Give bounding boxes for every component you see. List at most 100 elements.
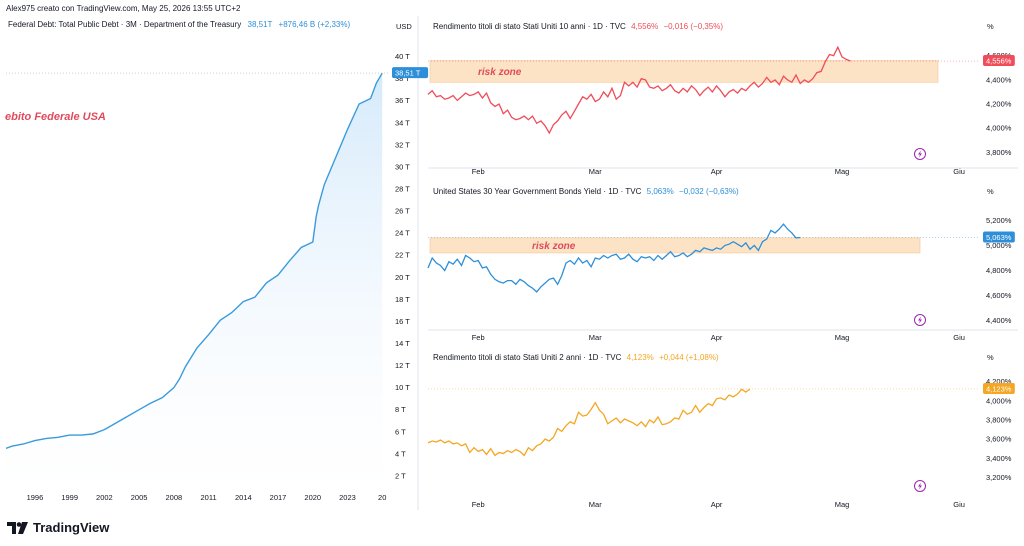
x-tick-3: Mag [835,500,850,509]
us2y-last-value: 4,123% [626,353,654,362]
debt-y-tick: 14 T [395,339,410,348]
x-tick-3: Giu [953,500,965,509]
badge-3: 4,123% [986,384,1012,393]
series-line-1 [427,45,851,135]
badge-3-bg [983,382,1015,394]
x-tick-2: Mar [589,333,602,342]
debt-x-tick: 2005 [131,493,148,502]
us30y-title: United States 30 Year Government Bonds Y… [433,187,642,196]
x-tick-2: Apr [711,333,723,342]
debt-x-tick: 2014 [235,493,252,502]
us30y-change: −0,032 (−0,63%) [679,187,739,196]
x-tick-1: Feb [472,167,485,176]
x-tick-2: Feb [472,333,485,342]
debt-y-tick: 34 T [395,118,410,127]
debt-legend: Federal Debt: Total Public Debt · 3M · D… [8,20,350,29]
x-tick-1: Mag [835,167,850,176]
debt-x-tick: 2002 [96,493,113,502]
debt-title: Federal Debt: Total Public Debt · 3M · D… [8,20,242,29]
series-line-2 [427,223,801,293]
x-tick-3: Mar [589,500,602,509]
debt-y-tick: 30 T [395,162,410,171]
y-tick-1: 4,000% [986,124,1012,133]
debt-series-line [5,72,383,450]
y-tick-3: 4,200% [986,377,1012,386]
x-tick-3: Apr [711,500,723,509]
badge-2: 5,063% [986,233,1012,242]
y-tick-1: 4,400% [986,75,1012,84]
debt-y-tick: 24 T [395,229,410,238]
y-tick-3: 3,400% [986,454,1012,463]
debt-x-tick: 20 [378,493,386,502]
debt-x-tick: 2023 [339,493,356,502]
debt-y-tick: 6 T [395,427,406,436]
debt-y-tick: 4 T [395,449,406,458]
lightning-icon-bolt [918,482,922,490]
risk-zone-label: risk zone [478,67,522,78]
lightning-icon-bolt [918,316,922,324]
debt-y-tick: 26 T [395,207,410,216]
debt-x-tick: 2017 [270,493,287,502]
x-tick-3: Feb [472,500,485,509]
tradingview-logo-icon [7,521,28,534]
debt-y-tick: 40 T [395,52,410,61]
debt-y-tick: 32 T [395,140,410,149]
x-tick-2: Giu [953,333,965,342]
risk-zone-label: risk zone [532,241,576,252]
y-tick-3: 3,600% [986,435,1012,444]
badge-1-bg [983,55,1015,67]
tradingview-logo: TradingView [7,520,109,535]
risk-zone-band [429,60,939,83]
y-tick-3: 4,000% [986,396,1012,405]
y-tick-2: 4,800% [986,266,1012,275]
debt-badge-bg [392,67,429,79]
us10y-axis-unit: % [987,22,994,31]
y-tick-2: 4,400% [986,316,1012,325]
y-tick-3: 3,800% [986,415,1012,424]
y-tick-1: 4,200% [986,100,1012,109]
us10y-legend: Rendimento titoli di stato Stati Uniti 1… [433,22,723,31]
us2y-change: +0,044 (+1,08%) [659,353,719,362]
risk-zone-band [429,237,921,254]
debt-y-tick: 38 T [395,74,410,83]
x-tick-2: Mag [835,333,850,342]
debt-x-tick: 2020 [304,493,321,502]
us30y-axis-unit: % [987,187,994,196]
us30y-legend: United States 30 Year Government Bonds Y… [433,187,739,196]
debt-x-tick: 2008 [166,493,183,502]
chart-credit: Alex975 creato con TradingView.com, May … [6,4,241,13]
debt-y-tick: 20 T [395,273,410,282]
us2y-axis-unit: % [987,353,994,362]
debt-area-fill [6,73,383,492]
debt-y-tick: 18 T [395,295,410,304]
us2y-title: Rendimento titoli di stato Stati Uniti 2… [433,353,622,362]
debt-y-tick: 2 T [395,471,406,480]
x-tick-1: Giu [953,167,965,176]
tradingview-logo-text: TradingView [33,520,110,535]
y-tick-2: 5,000% [986,241,1012,250]
debt-x-tick: 2011 [201,493,217,502]
lightning-icon-bolt [918,150,922,158]
debt-x-tick: 1999 [61,493,78,502]
y-tick-2: 5,200% [986,216,1012,225]
series-line-3 [427,388,751,457]
debt-x-tick: 1996 [27,493,44,502]
debt-annotation: ebito Federale USA [5,111,106,123]
us10y-last-value: 4,556% [631,22,659,31]
debt-y-tick: 28 T [395,185,410,194]
debt-change: +876,46 B (+2,33%) [278,20,351,29]
us10y-title: Rendimento titoli di stato Stati Uniti 1… [433,22,626,31]
debt-badge: 38,51 T [395,69,421,78]
badge-1: 4,556% [986,57,1012,66]
debt-y-tick: 8 T [395,405,406,414]
us30y-last-value: 5,063% [646,187,674,196]
y-tick-2: 4,600% [986,291,1012,300]
debt-axis-unit: USD [396,22,412,31]
x-tick-1: Mar [589,167,602,176]
us10y-change: −0,016 (−0,35%) [663,22,724,31]
debt-y-tick: 16 T [395,317,410,326]
x-tick-1: Apr [711,167,723,176]
debt-y-tick: 12 T [395,361,410,370]
debt-y-tick: 22 T [395,251,410,260]
